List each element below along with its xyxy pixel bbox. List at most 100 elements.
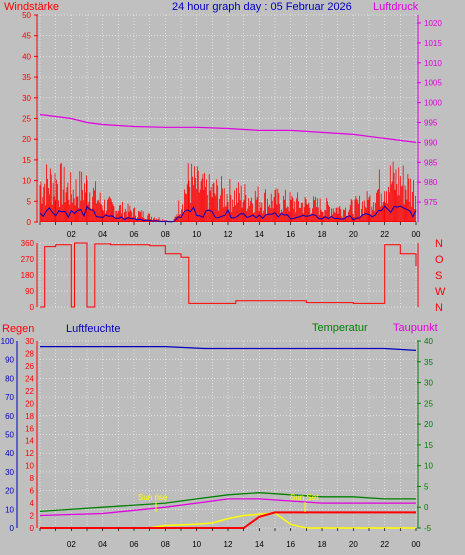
humidity-tick-label: 70 xyxy=(5,393,14,402)
humidity-tick-label: 60 xyxy=(5,412,14,421)
rain-axis-title: Regen xyxy=(2,323,34,335)
x-tick-label: 18 xyxy=(318,230,327,239)
y-left-tick-label: 0 xyxy=(30,303,35,312)
sunrise-label: Sun rise xyxy=(138,493,168,502)
x-tick-label: 00 xyxy=(412,230,421,239)
graph-title: 24 hour graph day : 05 Februar 2026 xyxy=(172,1,352,13)
wind-direction-axes: 0 N 90 W 180 S 270 O 360 N xyxy=(21,238,446,314)
humidity-tick-label: 20 xyxy=(5,487,14,496)
x-tick-label: 16 xyxy=(286,540,295,549)
humidity-tick-label: 100 xyxy=(1,337,15,346)
rain-tick-label: 10 xyxy=(25,462,34,471)
y-right-tick-label: 990 xyxy=(424,138,438,147)
temperature-line xyxy=(39,492,416,513)
x-tick-label: 20 xyxy=(349,230,358,239)
y-left-tick-label: 90 xyxy=(25,287,34,296)
x-tick-label: 06 xyxy=(130,540,139,549)
x-tick-label: 14 xyxy=(255,230,264,239)
humidity-tick-label: 40 xyxy=(5,449,14,458)
y-left-tick-label: 35 xyxy=(22,73,31,82)
rain-tick-label: 30 xyxy=(25,337,34,346)
x-tick-label: 16 xyxy=(286,230,295,239)
y-left-tick-label: 15 xyxy=(22,156,31,165)
x-tick-label: 02 xyxy=(67,540,76,549)
x-tick-label: 04 xyxy=(98,230,107,239)
temperature-tick-label: 25 xyxy=(424,399,433,408)
temperature-tick-label: 35 xyxy=(424,358,433,367)
y-left-tick-label: 360 xyxy=(21,239,35,248)
y-left-tick-label: 5 xyxy=(27,197,32,206)
y-left-tick-label: 40 xyxy=(22,52,31,61)
rain-line xyxy=(40,511,416,529)
y-left-tick-label: 25 xyxy=(22,115,31,124)
rain-tick-label: 0 xyxy=(30,524,35,533)
climate-grid xyxy=(39,340,417,529)
wind-direction-series xyxy=(40,242,417,308)
rain-tick-label: 12 xyxy=(25,449,34,458)
direction-letter: W xyxy=(435,286,446,298)
wind-average-line xyxy=(39,205,417,223)
pressure-axis-title: Luftdruck xyxy=(373,1,419,13)
pressure-line xyxy=(39,113,417,143)
x-tick-label: 20 xyxy=(349,540,358,549)
rain-tick-label: 6 xyxy=(30,487,35,496)
y-right-tick-label: 975 xyxy=(424,198,438,207)
x-tick-label: 06 xyxy=(130,230,139,239)
climate-series xyxy=(39,345,417,529)
rain-tick-label: 14 xyxy=(25,437,34,446)
dewpoint-axis-title: Taupunkt xyxy=(393,322,438,334)
y-right-tick-label: 1015 xyxy=(424,39,442,48)
y-right-tick-label: 1000 xyxy=(424,99,442,108)
humidity-tick-label: 80 xyxy=(5,374,14,383)
rain-tick-label: 24 xyxy=(25,374,34,383)
y-right-tick-label: 1020 xyxy=(424,19,442,28)
rain-tick-label: 8 xyxy=(30,474,35,483)
y-right-tick-label: 985 xyxy=(424,158,438,167)
temperature-tick-label: 0 xyxy=(424,503,429,512)
y-left-tick-label: 20 xyxy=(22,135,31,144)
x-tick-label: 10 xyxy=(192,230,201,239)
temperature-tick-label: 20 xyxy=(424,420,433,429)
x-tick-label: 12 xyxy=(224,230,233,239)
x-tick-label: 10 xyxy=(192,540,201,549)
temperature-tick-label: 5 xyxy=(424,482,429,491)
humidity-tick-label: 0 xyxy=(10,524,15,533)
wind-direction-line xyxy=(40,242,417,308)
dewpoint-line xyxy=(39,498,416,517)
x-tick-label: 02 xyxy=(67,230,76,239)
y-left-tick-label: 10 xyxy=(22,177,31,186)
sunset-label: Sun Set xyxy=(290,493,319,502)
temperature-tick-label: 15 xyxy=(424,441,433,450)
x-tick-label: 08 xyxy=(161,540,170,549)
direction-letter: N xyxy=(435,302,443,314)
rain-tick-label: 26 xyxy=(25,362,34,371)
rain-tick-label: 28 xyxy=(25,349,34,358)
rain-tick-label: 22 xyxy=(25,387,34,396)
rain-tick-label: 20 xyxy=(25,399,34,408)
wind-pressure-axes: 0510152025303540455097598098599099510001… xyxy=(22,11,442,239)
x-tick-label: 18 xyxy=(318,540,327,549)
direction-letter: O xyxy=(435,254,444,266)
wind-axis-title: Windstärke xyxy=(4,1,59,13)
y-left-tick-label: 0 xyxy=(27,218,32,227)
rain-tick-label: 18 xyxy=(25,412,34,421)
humidity-tick-label: 50 xyxy=(5,431,14,440)
humidity-axis-title: Luftfeuchte xyxy=(66,323,120,335)
x-tick-label: 22 xyxy=(380,540,389,549)
wind-direction-plot xyxy=(40,243,416,307)
climate-axes: 0102030405060708090100024681012141618202… xyxy=(1,337,434,549)
solar-line xyxy=(40,512,416,529)
y-right-tick-label: 980 xyxy=(424,178,438,187)
y-right-tick-label: 995 xyxy=(424,118,438,127)
wind-pressure-series xyxy=(39,113,417,223)
temperature-axis-title: Temperatur xyxy=(312,322,368,334)
wind-pressure-plot xyxy=(40,15,416,222)
direction-letter: N xyxy=(435,238,443,250)
humidity-tick-label: 10 xyxy=(5,505,14,514)
x-tick-label: 00 xyxy=(412,540,421,549)
y-left-tick-label: 180 xyxy=(21,271,35,280)
x-tick-label: 22 xyxy=(380,230,389,239)
x-tick-label: 08 xyxy=(161,230,170,239)
y-right-tick-label: 1010 xyxy=(424,59,442,68)
temperature-tick-label: 40 xyxy=(424,337,433,346)
